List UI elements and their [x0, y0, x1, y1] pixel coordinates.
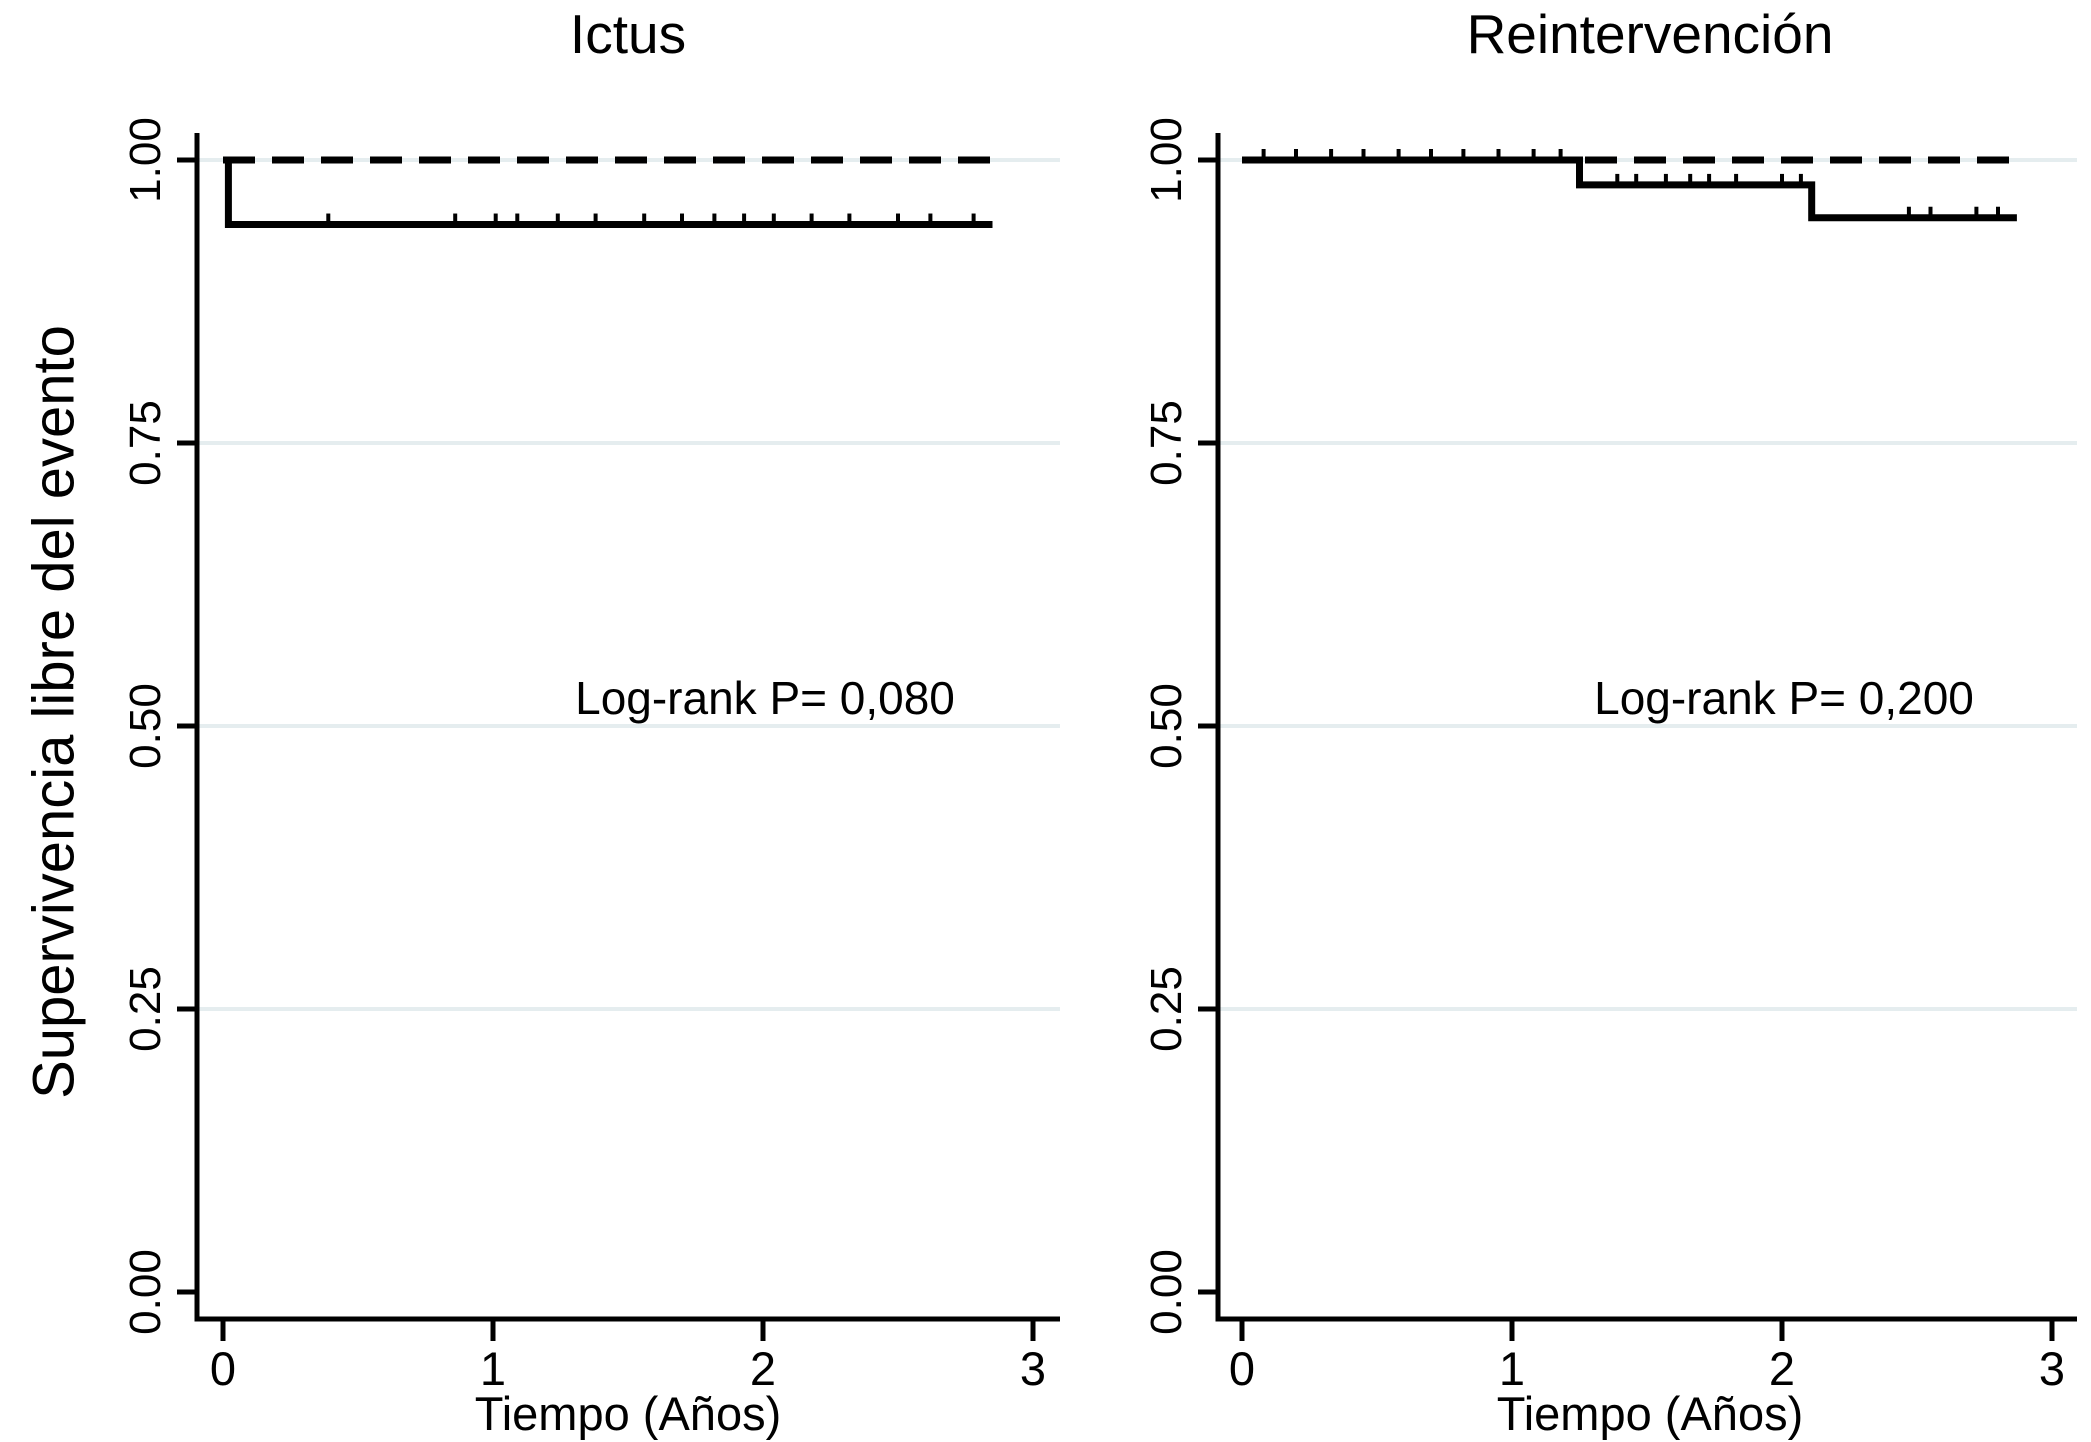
y-tick-label: 0.25: [1142, 966, 1191, 1052]
x-tick-label: 2: [749, 1342, 777, 1395]
x-tick-label: 1: [1498, 1342, 1526, 1395]
x-tick-label: 3: [2038, 1342, 2066, 1395]
y-tick-label: 0.50: [121, 683, 170, 769]
y-axis-title: Supervivencia libre del evento: [21, 325, 87, 1099]
survival-curve-solid: [223, 156, 993, 229]
x-tick-label: 3: [1019, 1342, 1047, 1395]
y-tick-label: 0.00: [1142, 1249, 1191, 1335]
logrank-annotation-ictus: Log-rank P= 0,080: [575, 672, 955, 724]
x-tick-label: 2: [1768, 1342, 1796, 1395]
y-tick-label: 0.75: [1142, 400, 1191, 486]
y-tick-label: 1.00: [121, 117, 170, 203]
panel-title-reintervencion: Reintervención: [1466, 3, 1834, 65]
y-tick-label: 0.00: [121, 1249, 170, 1335]
y-tick-label: 0.50: [1142, 683, 1191, 769]
y-tick-label: 0.25: [121, 966, 170, 1052]
logrank-annotation-reintervencion: Log-rank P= 0,200: [1594, 672, 1974, 724]
panel-title-ictus: Ictus: [569, 3, 687, 65]
y-tick-label: 0.75: [121, 400, 170, 486]
x-tick-label: 0: [1228, 1342, 1256, 1395]
y-tick-label: 1.00: [1142, 117, 1191, 203]
x-tick-label: 1: [479, 1342, 507, 1395]
survival-curve-solid: [1242, 156, 2017, 222]
x-axis-label-reintervencion: Tiempo (Años): [1496, 1387, 1804, 1440]
x-tick-label: 0: [209, 1342, 237, 1395]
x-axis-label-ictus: Tiempo (Años): [474, 1387, 782, 1440]
